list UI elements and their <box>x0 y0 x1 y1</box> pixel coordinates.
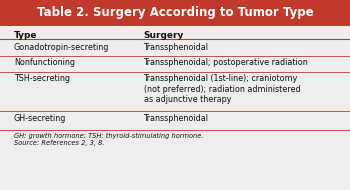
Text: Transsphenoidal; postoperative radiation: Transsphenoidal; postoperative radiation <box>144 58 308 67</box>
Text: Transsphenoidal (1st-line); craniotomy
(not preferred); radiation administered
a: Transsphenoidal (1st-line); craniotomy (… <box>144 74 300 104</box>
Text: Type: Type <box>14 31 37 40</box>
Text: GH: growth hormone; TSH: thyroid-stimulating hormone.
Source: References 2, 3, 8: GH: growth hormone; TSH: thyroid-stimula… <box>14 133 203 146</box>
Text: Surgery: Surgery <box>144 31 184 40</box>
FancyBboxPatch shape <box>0 0 350 26</box>
Text: Nonfunctioning: Nonfunctioning <box>14 58 75 67</box>
Text: Gonadotropin-secreting: Gonadotropin-secreting <box>14 43 109 52</box>
Text: TSH-secreting: TSH-secreting <box>14 74 70 83</box>
Text: GH-secreting: GH-secreting <box>14 114 66 123</box>
FancyBboxPatch shape <box>0 26 350 190</box>
Text: Transsphenoidal: Transsphenoidal <box>144 114 209 123</box>
Text: Transsphenoidal: Transsphenoidal <box>144 43 209 52</box>
Text: Table 2. Surgery According to Tumor Type: Table 2. Surgery According to Tumor Type <box>37 6 313 19</box>
